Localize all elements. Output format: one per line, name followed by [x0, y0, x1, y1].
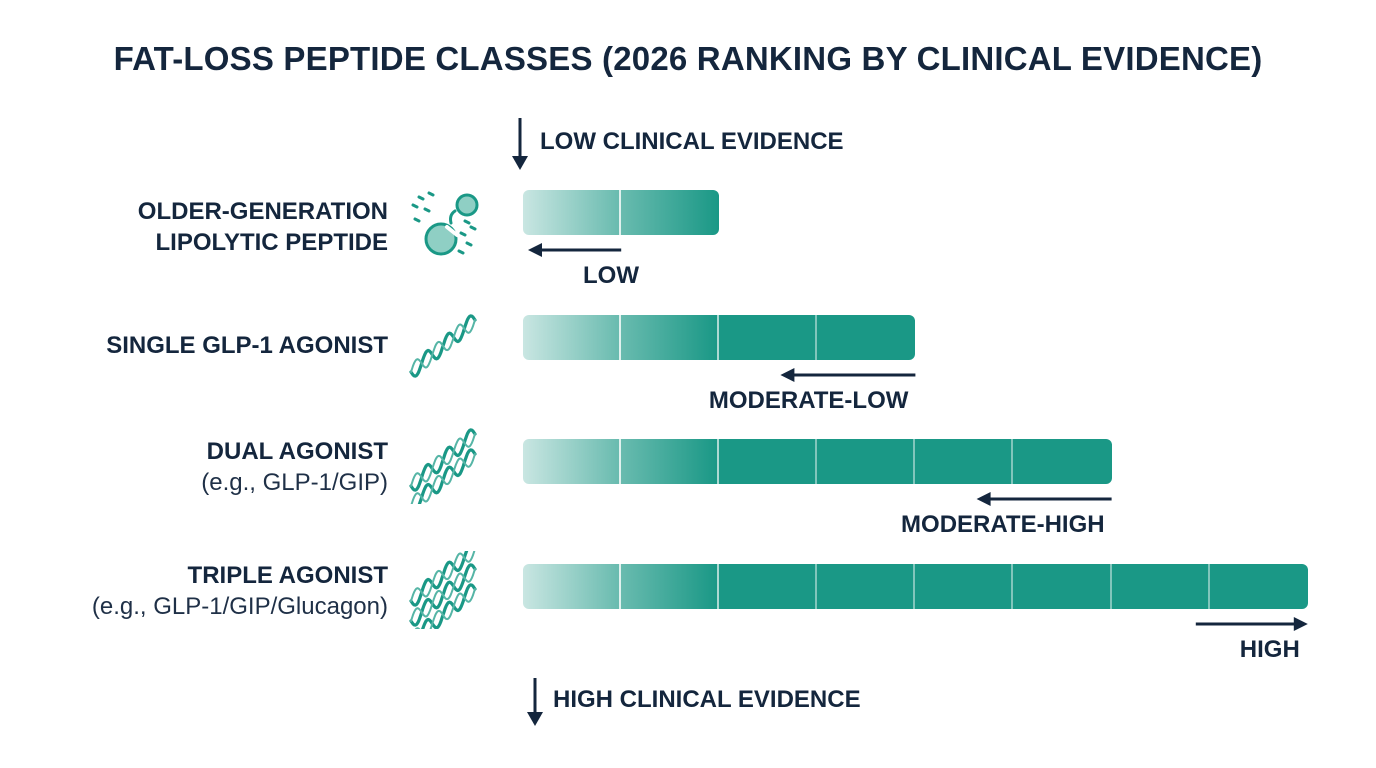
row-sub-label: (e.g., GLP-1/GIP/Glucagon) — [91, 593, 388, 620]
evidence-bar-segment — [719, 439, 818, 484]
evidence-level-label: MODERATE-LOW — [708, 387, 909, 414]
evidence-bar-segment — [817, 315, 916, 360]
evidence-bar-segment — [523, 190, 622, 235]
high-evidence-label: HIGH CLINICAL EVIDENCE — [553, 686, 861, 713]
row-name-line: OLDER-GENERATION — [137, 198, 388, 225]
evidence-bar-segment — [523, 439, 622, 484]
evidence-bar-segment — [523, 564, 622, 609]
fragmented-peptide-icon — [405, 187, 483, 270]
row-name-line: LIPOLYTIC PEPTIDE — [155, 229, 389, 256]
bottom-down-arrow-icon — [527, 678, 543, 726]
evidence-bar-segment — [915, 439, 1014, 484]
evidence-bar-segment — [915, 564, 1014, 609]
evidence-level-label: MODERATE-HIGH — [901, 511, 1105, 538]
evidence-level-label: LOW — [583, 262, 639, 289]
evidence-bar — [523, 564, 1308, 609]
evidence-bar-segment — [1111, 564, 1210, 609]
low-evidence-label: LOW CLINICAL EVIDENCE — [540, 128, 844, 155]
row-name-line: SINGLE GLP-1 AGONIST — [106, 332, 388, 359]
evidence-bar-segment — [719, 315, 818, 360]
evidence-bar-segment — [621, 564, 720, 609]
row-label-3: DUAL AGONIST (e.g., GLP-1/GIP) — [28, 436, 388, 498]
level-arrow-icon — [1195, 617, 1308, 631]
row-sub-label: (e.g., GLP-1/GIP) — [201, 469, 388, 496]
evidence-bar-segment — [719, 564, 818, 609]
evidence-bar-segment — [621, 315, 720, 360]
evidence-bar-segment — [621, 439, 720, 484]
top-down-arrow-icon — [512, 118, 528, 170]
evidence-bar-segment — [1209, 564, 1308, 609]
level-arrow-icon — [780, 368, 916, 382]
row-label-2: SINGLE GLP-1 AGONIST — [28, 330, 388, 361]
row-label-1: OLDER-GENERATION LIPOLYTIC PEPTIDE — [28, 196, 388, 258]
evidence-bar-segment — [1013, 564, 1112, 609]
double-helix-icon — [405, 426, 483, 512]
evidence-bar — [523, 315, 916, 360]
evidence-bar — [523, 439, 1112, 484]
triple-helix-icon — [405, 542, 483, 647]
single-helix-icon — [405, 302, 483, 385]
evidence-bar-segment — [817, 564, 916, 609]
evidence-bar-segment — [817, 439, 916, 484]
level-arrow-icon — [976, 492, 1112, 506]
row-name-line: TRIPLE AGONIST — [187, 562, 388, 589]
evidence-bar-segment — [621, 190, 720, 235]
evidence-bar-segment — [1013, 439, 1112, 484]
evidence-bar-segment — [523, 315, 622, 360]
row-name-line: DUAL AGONIST — [206, 438, 388, 465]
level-arrow-icon — [528, 243, 622, 257]
evidence-bar — [523, 190, 720, 235]
evidence-level-label: HIGH — [1239, 636, 1300, 663]
page-title: FAT-LOSS PEPTIDE CLASSES (2026 RANKING B… — [113, 40, 1263, 77]
row-label-4: TRIPLE AGONIST (e.g., GLP-1/GIP/Glucagon) — [28, 560, 388, 622]
